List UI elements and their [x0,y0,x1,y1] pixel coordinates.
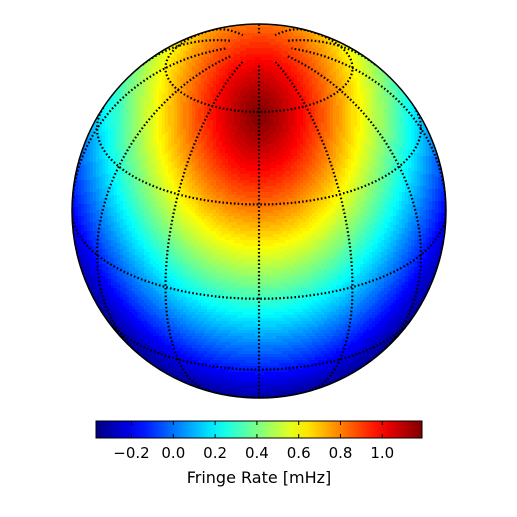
colorbar-tick-label: 0.0 [161,444,185,462]
meridian-line [95,55,232,355]
colorbar-tick-label: 0.2 [203,444,227,462]
colorbar-ticks: −0.2 0.0 0.2 0.4 0.6 0.8 1.0 [113,421,394,462]
fringe-rate-field [72,24,446,398]
meridian-line [141,39,231,66]
colorbar-tick-label: 1.0 [370,444,394,462]
colorbar-label: Fringe Rate [mHz] [187,468,332,487]
parallel-line [164,26,354,113]
meridian-line [164,60,244,393]
meridian-line [274,60,354,393]
parallel-line [104,316,414,371]
colorbar-tick-label: 0.4 [245,444,269,462]
meridian-line [286,55,423,355]
meridian-line [287,39,377,66]
colorbar-tick-label: 0.8 [329,444,353,462]
globe-outline [71,23,447,399]
meridian-line [72,47,227,206]
globe [71,23,447,399]
colorbar-tick-label: 0.6 [287,444,311,462]
colorbar: −0.2 0.0 0.2 0.4 0.6 0.8 1.0 Fringe Rate [mHz] [95,420,423,487]
colorbar-gradient [95,420,423,439]
colorbar-tick-label: −0.2 [113,444,149,462]
parallel-line [95,106,423,206]
meridian-line [291,47,446,212]
